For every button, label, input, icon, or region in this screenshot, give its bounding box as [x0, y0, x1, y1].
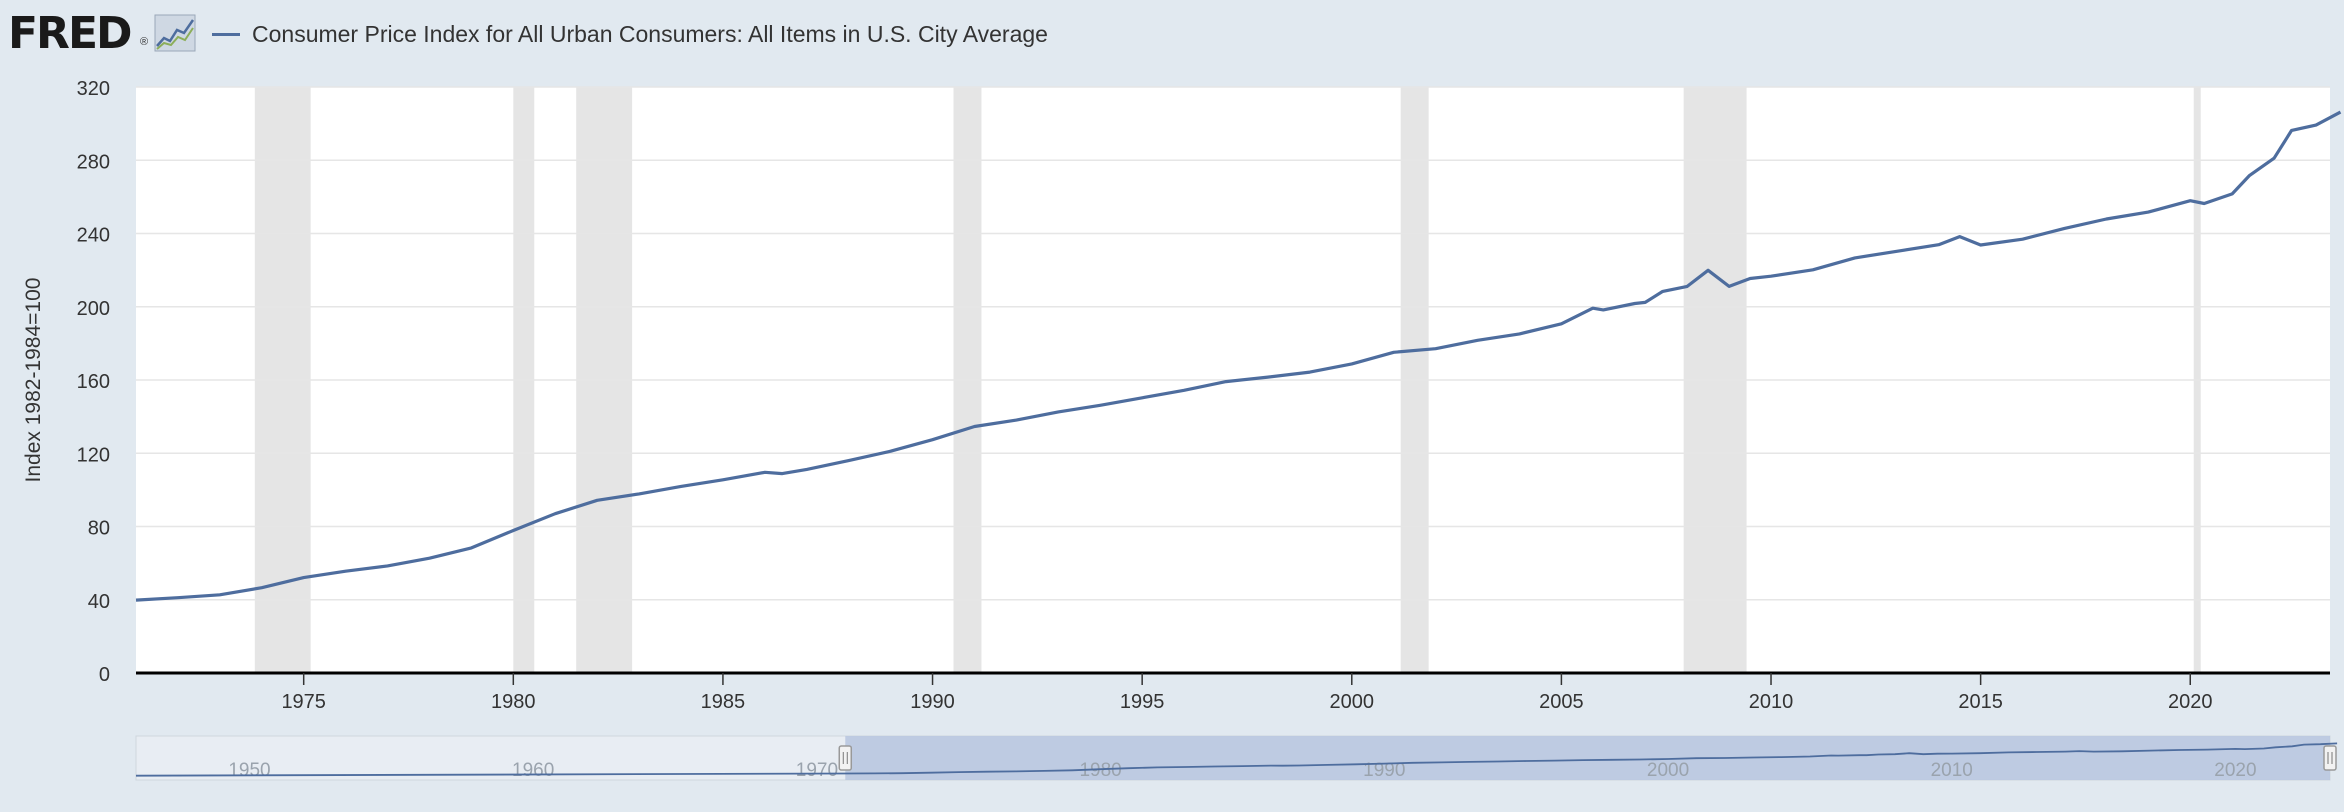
x-tick-label: 1985 [701, 691, 746, 713]
navigator-tick-label: 1970 [796, 760, 838, 781]
chart-legend[interactable]: Consumer Price Index for All Urban Consu… [212, 16, 1048, 52]
y-tick-label: 80 [88, 518, 110, 540]
navigator-tick-label: 1960 [512, 760, 554, 781]
navigator-tick-label: 2000 [1647, 760, 1689, 781]
navigator-tick-label: 1950 [228, 760, 270, 781]
x-tick-label: 2005 [1539, 691, 1584, 713]
x-tick-label: 2000 [1330, 691, 1375, 713]
y-tick-label: 40 [88, 591, 110, 613]
x-tick-label: 1995 [1120, 691, 1165, 713]
navigator-selection [845, 736, 2330, 780]
navigator-handle[interactable] [838, 745, 853, 771]
chart-header: FRED ® Consumer Price Index for All Urba… [0, 0, 2344, 70]
y-tick-label: 280 [77, 151, 110, 173]
registered-mark: ® [140, 36, 149, 48]
series-line [135, 110, 2342, 602]
y-axis-label: Index 1982-1984=100 [22, 278, 45, 483]
x-tick-label: 2020 [2168, 691, 2213, 713]
y-tick-label: 240 [77, 225, 110, 247]
legend-swatch [212, 32, 240, 36]
navigator-line [135, 742, 2338, 777]
navigator-tick-label: 1990 [1363, 760, 1405, 781]
line-chart-icon [154, 14, 196, 52]
navigator-tick-label: 2020 [2214, 760, 2256, 781]
y-tick-label: 120 [77, 444, 110, 466]
y-tick-label: 0 [99, 664, 110, 686]
y-tick-label: 200 [77, 298, 110, 320]
x-tick-label: 1975 [281, 691, 326, 713]
x-tick-label: 1990 [910, 691, 955, 713]
navigator-tick-label: 2010 [1931, 760, 1973, 781]
x-tick-label: 1980 [491, 691, 536, 713]
navigator-handle-grip [838, 745, 853, 771]
x-tick-label: 2010 [1749, 691, 1794, 713]
navigator-handle[interactable] [2323, 745, 2337, 771]
fred-logo[interactable]: FRED [8, 8, 133, 59]
y-tick-label: 320 [77, 78, 110, 100]
x-tick-label: 2015 [1958, 691, 2003, 713]
y-tick-label: 160 [77, 371, 110, 393]
navigator-handle-grip [2323, 745, 2337, 771]
legend-series-label: Consumer Price Index for All Urban Consu… [252, 20, 1048, 47]
navigator-tick-label: 1980 [1079, 760, 1121, 781]
